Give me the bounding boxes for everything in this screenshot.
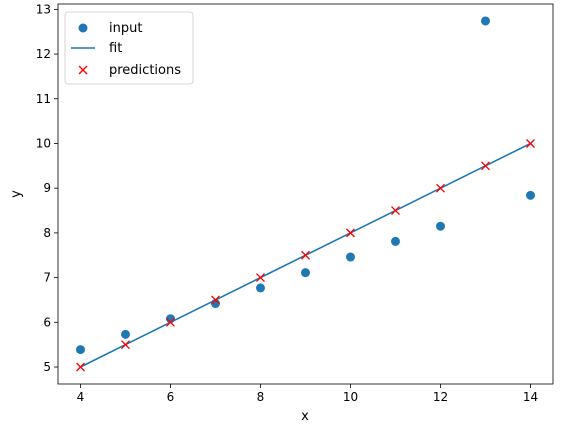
y-tick-label: 7 xyxy=(43,271,51,285)
y-tick-label: 11 xyxy=(36,92,51,106)
prediction-point xyxy=(436,183,445,193)
prediction-point xyxy=(211,295,220,305)
legend-label: input xyxy=(109,21,142,36)
x-tick-label: 14 xyxy=(523,390,538,404)
input-point xyxy=(301,268,310,278)
x-tick-label: 8 xyxy=(257,390,265,404)
y-tick-label: 6 xyxy=(43,315,51,329)
y-axis-ticks: 5 6 7 8 9 10 11 12 13 xyxy=(36,2,58,374)
y-tick-label: 10 xyxy=(36,136,51,150)
input-point xyxy=(526,190,535,200)
input-point xyxy=(481,16,490,26)
prediction-point xyxy=(526,139,535,148)
prediction-point xyxy=(121,340,130,350)
y-tick-label: 12 xyxy=(36,47,51,61)
input-point xyxy=(436,221,445,231)
y-axis-label: y xyxy=(9,190,24,198)
x-axis-ticks: 4 6 8 10 12 14 xyxy=(77,384,538,404)
legend-label: fit xyxy=(109,41,122,56)
plot-frame xyxy=(57,3,554,385)
prediction-point xyxy=(391,206,400,216)
prediction-point xyxy=(256,273,265,283)
input-point xyxy=(346,252,355,262)
input-point xyxy=(256,283,265,293)
y-tick-label: 5 xyxy=(43,360,51,374)
x-tick-label: 4 xyxy=(77,390,85,404)
legend: input fit predictions xyxy=(64,11,194,85)
plot-area xyxy=(57,3,554,385)
legend-input-marker xyxy=(78,23,88,33)
prediction-point xyxy=(76,362,85,372)
series-layer xyxy=(76,16,535,372)
input-point xyxy=(121,329,130,339)
y-tick-label: 9 xyxy=(43,181,51,195)
x-axis-label: x xyxy=(301,409,309,424)
legend-label: predictions xyxy=(109,63,181,78)
legend-predictions-marker xyxy=(78,65,88,75)
prediction-point xyxy=(346,228,355,238)
prediction-point xyxy=(481,161,490,171)
y-tick-label: 8 xyxy=(43,226,51,240)
input-point xyxy=(76,345,85,355)
prediction-point xyxy=(301,250,310,260)
x-tick-label: 6 xyxy=(167,390,175,404)
prediction-point xyxy=(166,317,175,327)
legend-box xyxy=(64,11,194,85)
x-tick-label: 10 xyxy=(343,390,358,404)
x-tick-label: 12 xyxy=(433,390,448,404)
input-point xyxy=(391,236,400,246)
y-tick-label: 13 xyxy=(36,2,51,16)
